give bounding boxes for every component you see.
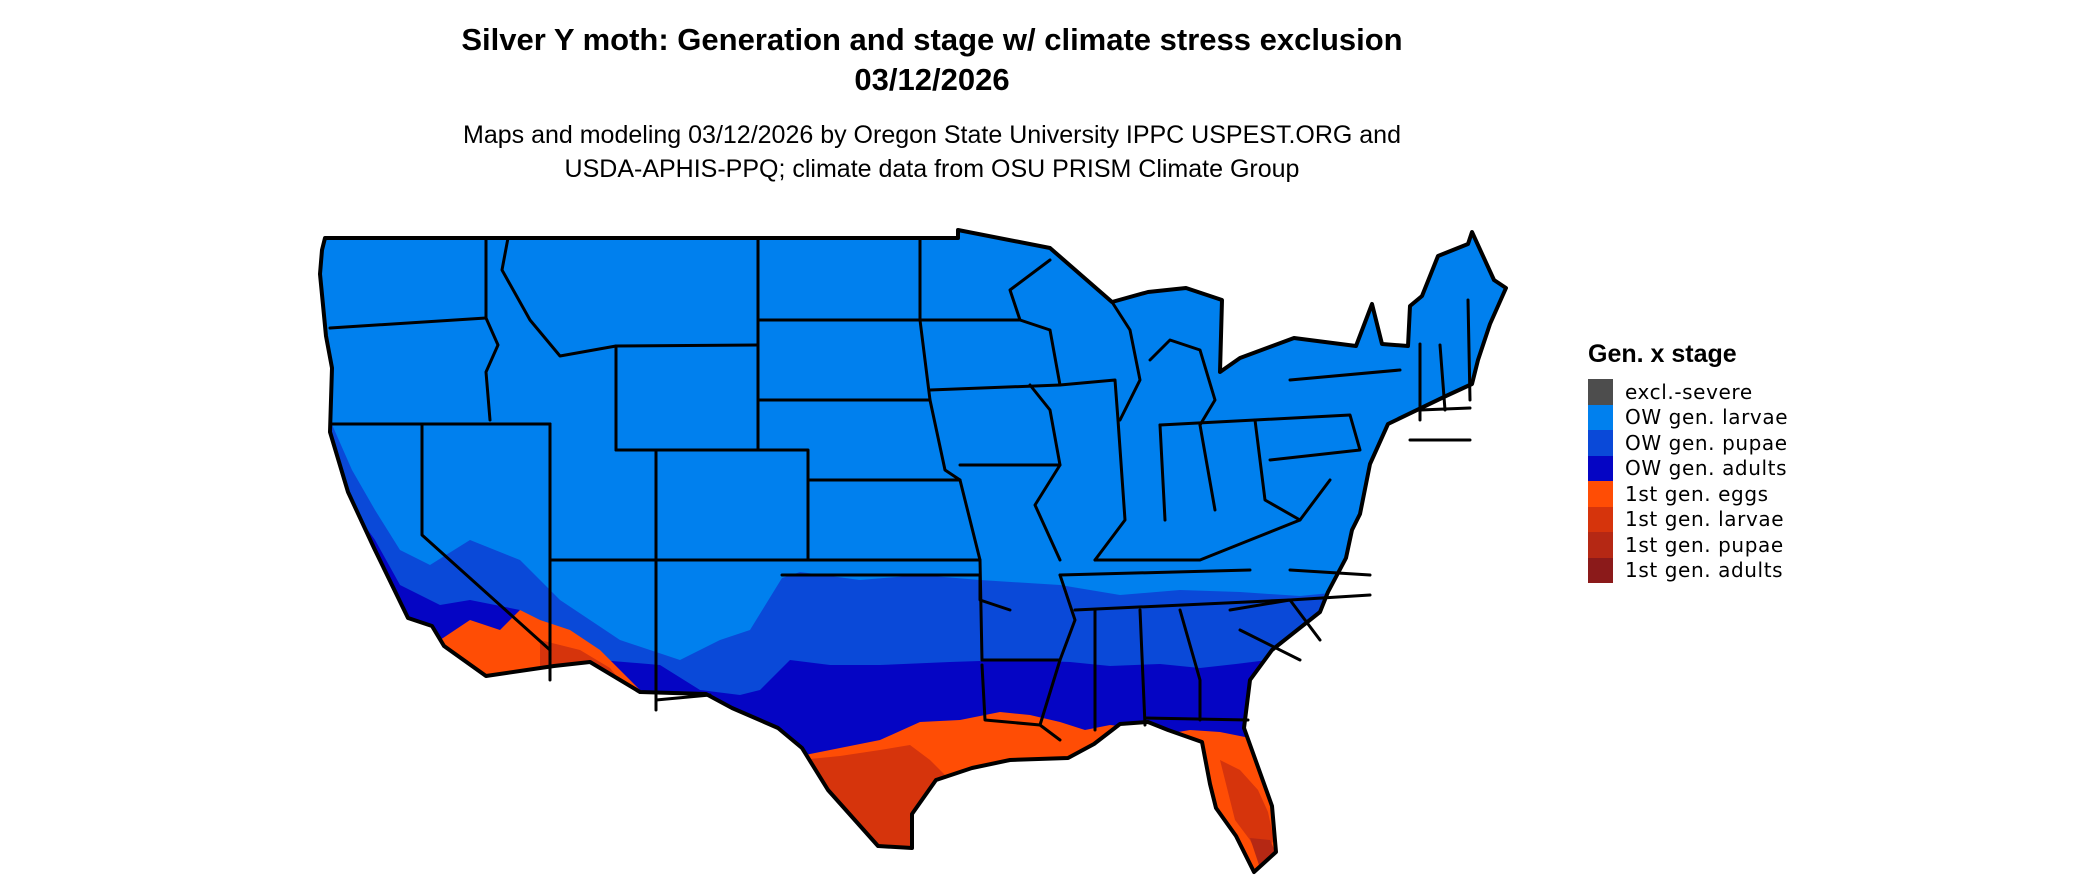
legend-swatch xyxy=(1588,481,1613,507)
legend-label: 1st gen. larvae xyxy=(1625,507,1785,532)
legend-title: Gen. x stage xyxy=(1588,340,1737,368)
legend-swatch xyxy=(1588,455,1613,481)
gen1-larvae-florida xyxy=(1220,760,1274,860)
legend-item: OW gen. pupae xyxy=(1588,430,1788,456)
legend-item: 1st gen. pupae xyxy=(1588,532,1788,558)
legend-label: excl.-severe xyxy=(1625,379,1753,404)
legend-item: OW gen. larvae xyxy=(1588,404,1789,430)
map-subtitle-line1: Maps and modeling 03/12/2026 by Oregon S… xyxy=(463,121,1401,149)
legend-label: 1st gen. adults xyxy=(1625,558,1784,583)
legend-item: 1st gen. adults xyxy=(1588,557,1788,583)
map-subtitle-line2: USDA-APHIS-PPQ; climate data from OSU PR… xyxy=(564,155,1300,183)
legend-item: excl.-severe xyxy=(1588,379,1788,405)
legend-label: OW gen. larvae xyxy=(1625,405,1789,430)
legend-item: 1st gen. eggs xyxy=(1588,481,1788,507)
state-boundaries xyxy=(328,236,1472,742)
legend-item: 1st gen. larvae xyxy=(1588,506,1788,532)
legend-swatch xyxy=(1588,532,1613,558)
map-title: Silver Y moth: Generation and stage w/ c… xyxy=(461,22,1403,57)
legend-swatch xyxy=(1588,379,1613,405)
legend-label: OW gen. adults xyxy=(1625,456,1788,481)
legend-label: 1st gen. eggs xyxy=(1625,481,1769,506)
legend-label: OW gen. pupae xyxy=(1625,430,1788,455)
legend-label: 1st gen. pupae xyxy=(1625,532,1784,557)
legend-items: excl.-severe OW gen. larvae OW gen. pupa… xyxy=(1588,379,1788,583)
legend-item: OW gen. adults xyxy=(1588,455,1788,481)
gen1-larvae-texas xyxy=(800,745,950,850)
legend-swatch xyxy=(1588,557,1613,583)
legend-swatch xyxy=(1588,506,1613,532)
map-date: 03/12/2026 xyxy=(854,62,1010,97)
us-outline xyxy=(318,228,1508,874)
legend-swatch xyxy=(1588,430,1613,456)
legend: Gen. x stage excl.-severe OW gen. larvae… xyxy=(1588,340,1788,583)
title-block: Silver Y moth: Generation and stage w/ c… xyxy=(0,20,1864,186)
legend-swatch xyxy=(1588,404,1613,430)
